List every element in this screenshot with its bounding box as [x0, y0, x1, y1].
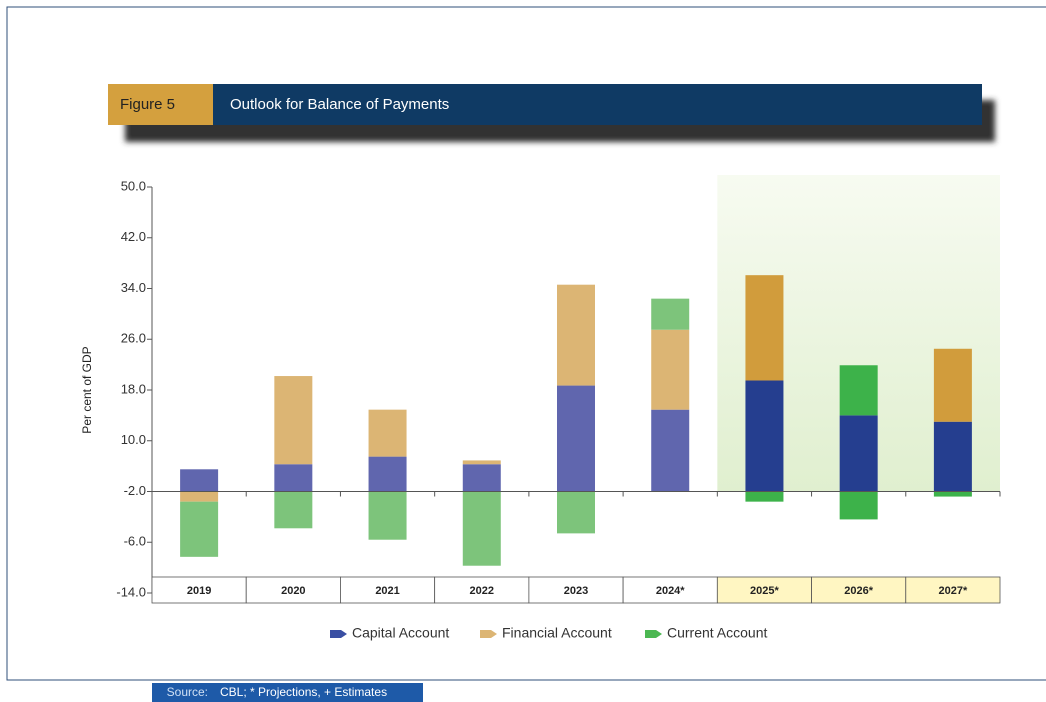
bar-segment [839, 491, 878, 520]
y-tick-label: 26.0 [121, 331, 146, 346]
bar-segment [274, 491, 313, 529]
category-cell [340, 576, 436, 604]
x-tick-label: 2024* [656, 585, 685, 597]
category-cell [434, 576, 530, 604]
source-box [152, 683, 423, 702]
x-tick-label: 2022 [470, 585, 494, 597]
bar-segment [745, 275, 784, 381]
y-tick-label: -14.0 [116, 584, 146, 599]
y-tick-label: 10.0 [121, 432, 146, 447]
bar-segment [651, 298, 690, 330]
bar-segment [557, 385, 595, 492]
bar-segment [180, 491, 219, 502]
bar-segment [933, 491, 972, 497]
category-cell [528, 576, 624, 604]
x-tick-label: 2019 [187, 585, 211, 597]
bar-segment [462, 491, 501, 566]
legend-marker [330, 630, 347, 638]
x-tick-label: 2021 [375, 585, 399, 597]
y-tick-label: 34.0 [121, 280, 146, 295]
legend-marker [645, 630, 662, 638]
x-tick-label: 2020 [281, 585, 305, 597]
bar-segment [274, 376, 313, 465]
figure-label: Figure 5 [120, 96, 175, 113]
bar-segment [651, 409, 690, 492]
chart-title: Outlook for Balance of Payments [230, 96, 449, 113]
x-tick-label: 2027* [939, 585, 968, 597]
bar-segment [462, 460, 501, 465]
x-tick-label: 2026* [844, 585, 873, 597]
x-tick-label: 2023 [564, 585, 588, 597]
bar-segment [557, 491, 595, 534]
bar-segment [839, 365, 878, 416]
category-cell [811, 576, 907, 604]
legend-label: Financial Account [502, 625, 612, 641]
bar-segment [368, 456, 407, 492]
bar-segment [180, 501, 219, 557]
y-tick-label: -2.0 [124, 483, 146, 498]
x-tick-label: 2025* [750, 585, 779, 597]
bar-segment [651, 329, 690, 410]
bar-segment [368, 491, 407, 540]
bar-segment [933, 421, 972, 492]
bar-segment [462, 464, 501, 492]
category-cell [905, 576, 1001, 604]
bar-segment [180, 469, 219, 492]
y-axis-label: Per cent of GDP [80, 346, 94, 433]
legend-label: Current Account [667, 625, 767, 641]
y-tick-label: 18.0 [121, 381, 146, 396]
y-tick-label: 42.0 [121, 229, 146, 244]
title-box [213, 84, 982, 125]
figure-label-box [108, 84, 213, 125]
legend-label: Capital Account [352, 625, 449, 641]
bar-segment [839, 415, 878, 492]
bar-segment [274, 464, 313, 492]
bar-segment [745, 380, 784, 492]
bar-segment [368, 409, 407, 457]
category-cell [622, 576, 718, 604]
legend-marker [480, 630, 497, 638]
bar-segment [933, 348, 972, 422]
source-text: CBL; * Projections, + Estimates [220, 685, 387, 699]
category-cell [151, 576, 247, 604]
bar-segment [557, 284, 595, 386]
y-tick-label: -6.0 [124, 534, 146, 549]
y-tick-label: 50.0 [121, 178, 146, 193]
frame [6, 6, 1046, 681]
source-label: Source: [167, 685, 208, 699]
bar-segment [745, 491, 784, 502]
category-cell [716, 576, 812, 604]
